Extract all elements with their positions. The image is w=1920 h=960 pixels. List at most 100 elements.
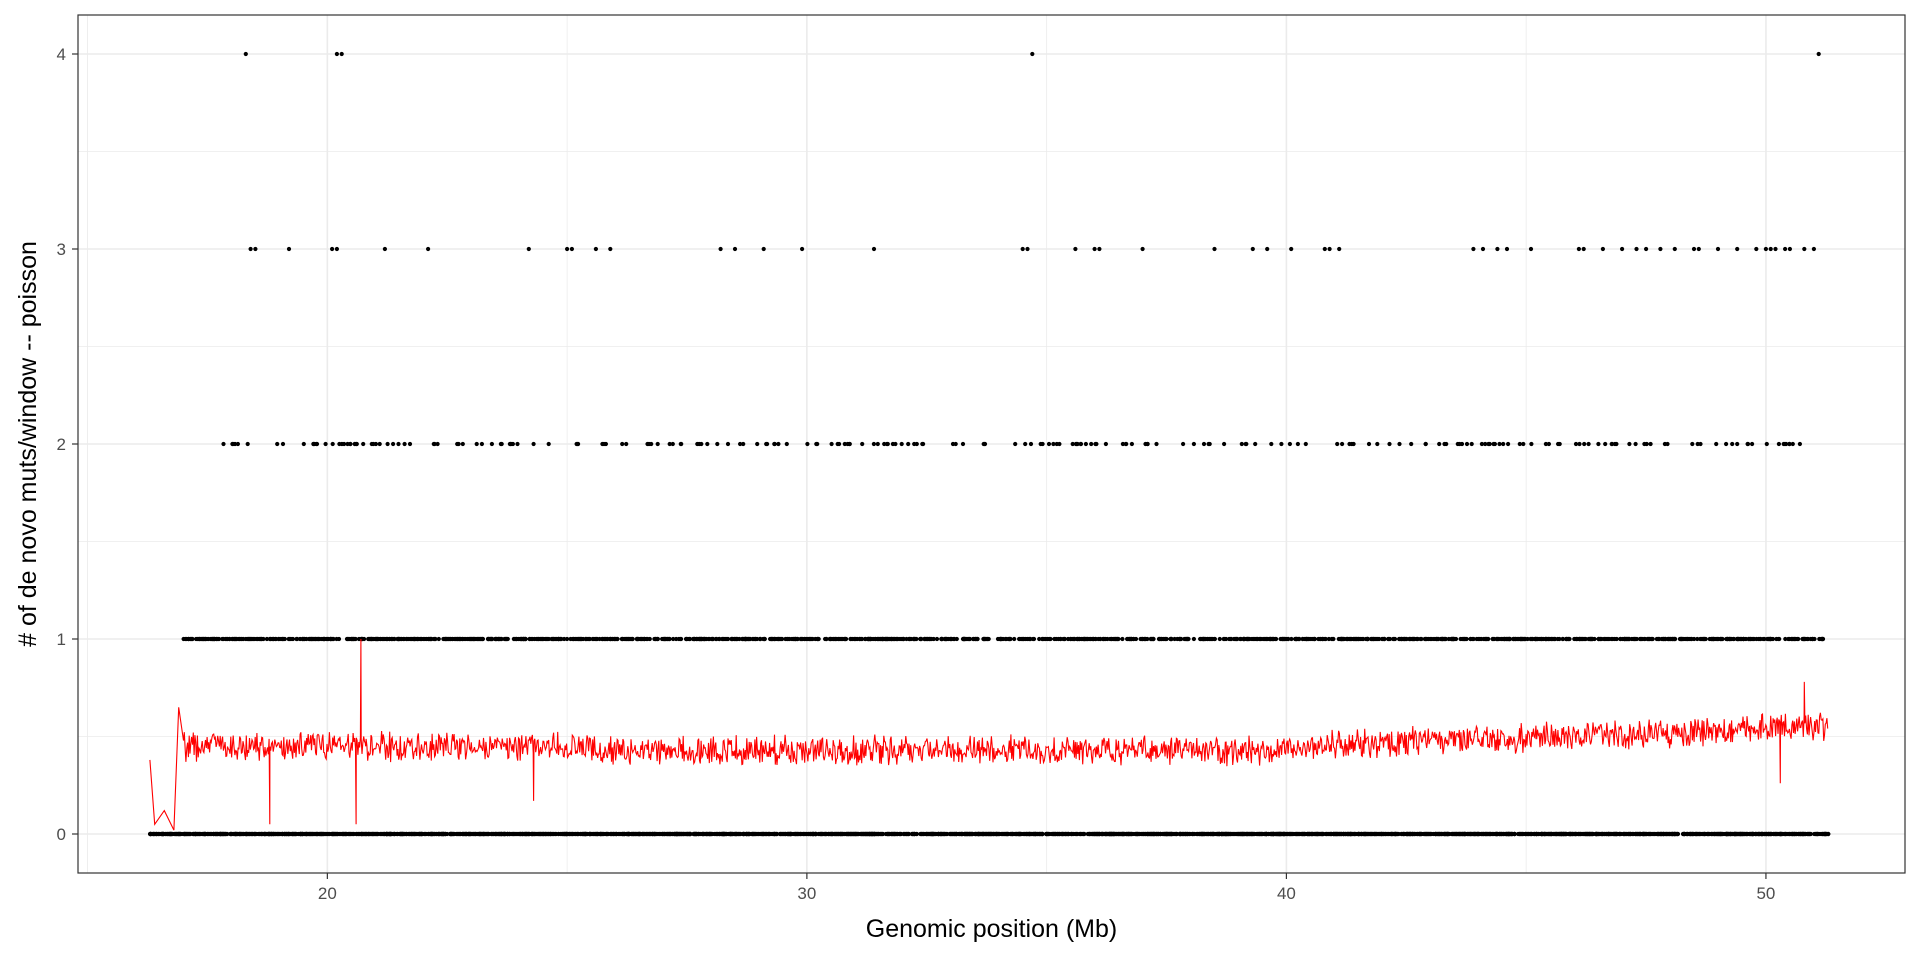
data-point [729,636,735,642]
data-point [1501,831,1506,837]
data-point [612,831,617,837]
data-point [662,636,667,642]
data-point [1312,636,1317,642]
data-point [692,636,697,642]
data-point [1301,831,1306,837]
data-point [1028,831,1033,837]
data-point [489,636,494,642]
data-point [280,831,285,837]
data-point [601,636,606,642]
data-point [1068,636,1073,642]
data-point [1747,831,1752,837]
data-point [238,831,243,837]
data-point [766,831,771,837]
data-point [534,636,539,642]
data-point [542,831,547,837]
data-point [1561,831,1566,837]
data-point [1162,636,1168,642]
data-point [1820,636,1826,642]
data-point [1152,831,1157,837]
data-point [489,831,494,837]
data-point [1548,831,1553,837]
data-point [401,831,406,837]
data-point [1572,831,1577,837]
data-point [1024,831,1030,837]
data-point [866,831,871,837]
data-point [1118,831,1124,837]
data-point [313,636,318,642]
data-point [793,831,798,837]
data-point [321,636,326,642]
data-point [271,636,276,642]
data-point [805,636,811,642]
data-point [1309,831,1314,837]
data-point [1120,636,1125,642]
data-point [161,831,166,837]
data-point [1494,831,1499,837]
data-point [475,636,480,642]
data-point [1656,636,1661,642]
data-point [683,636,689,642]
data-point [1472,831,1477,837]
data-point [1217,636,1222,642]
data-point [1339,636,1344,642]
data-point [1556,831,1561,837]
data-point [1138,636,1143,642]
data-point [1238,831,1243,837]
data-point [630,636,635,642]
data-point [419,636,424,642]
data-point [402,636,407,642]
data-point [481,831,486,837]
data-point [493,636,498,642]
data-point [509,831,514,837]
data-point [571,636,577,642]
data-point [497,831,502,837]
data-point [223,831,228,837]
data-point [1077,831,1082,837]
data-point [918,831,923,837]
data-point [1569,831,1574,837]
data-point [1785,831,1790,837]
data-point [1056,636,1061,642]
data-point [378,636,383,642]
data-point [1727,636,1732,642]
data-point [677,831,682,837]
data-point [1595,831,1600,837]
data-point [1487,831,1492,837]
data-point [1419,636,1424,642]
data-point [398,831,403,837]
data-point [1564,636,1569,642]
data-point [1618,636,1623,642]
data-point [1044,831,1050,837]
data-point [1426,636,1431,642]
data-point [1370,636,1375,642]
data-point [537,831,542,837]
data-point [707,636,712,642]
data-point [863,831,868,837]
data-point [897,636,903,642]
data-point [931,636,936,642]
data-point [309,831,314,837]
data-point [1461,831,1466,837]
data-point [1567,636,1572,642]
data-point [1649,636,1654,642]
data-point [1300,636,1305,642]
data-point [1664,831,1669,837]
data-point [1392,831,1397,837]
data-point [246,636,251,642]
data-point [1468,636,1473,642]
data-point [706,831,711,837]
data-point [945,831,950,837]
data-point [1356,831,1361,837]
data-point [288,636,293,642]
data-point [1362,831,1367,837]
data-point [1771,831,1776,837]
data-point [1776,636,1781,642]
data-point [883,831,889,837]
data-point [1352,636,1357,642]
data-point [464,831,469,837]
data-point [1198,636,1203,642]
data-point [818,831,824,837]
data-point [1280,636,1285,642]
data-point [1004,636,1009,642]
